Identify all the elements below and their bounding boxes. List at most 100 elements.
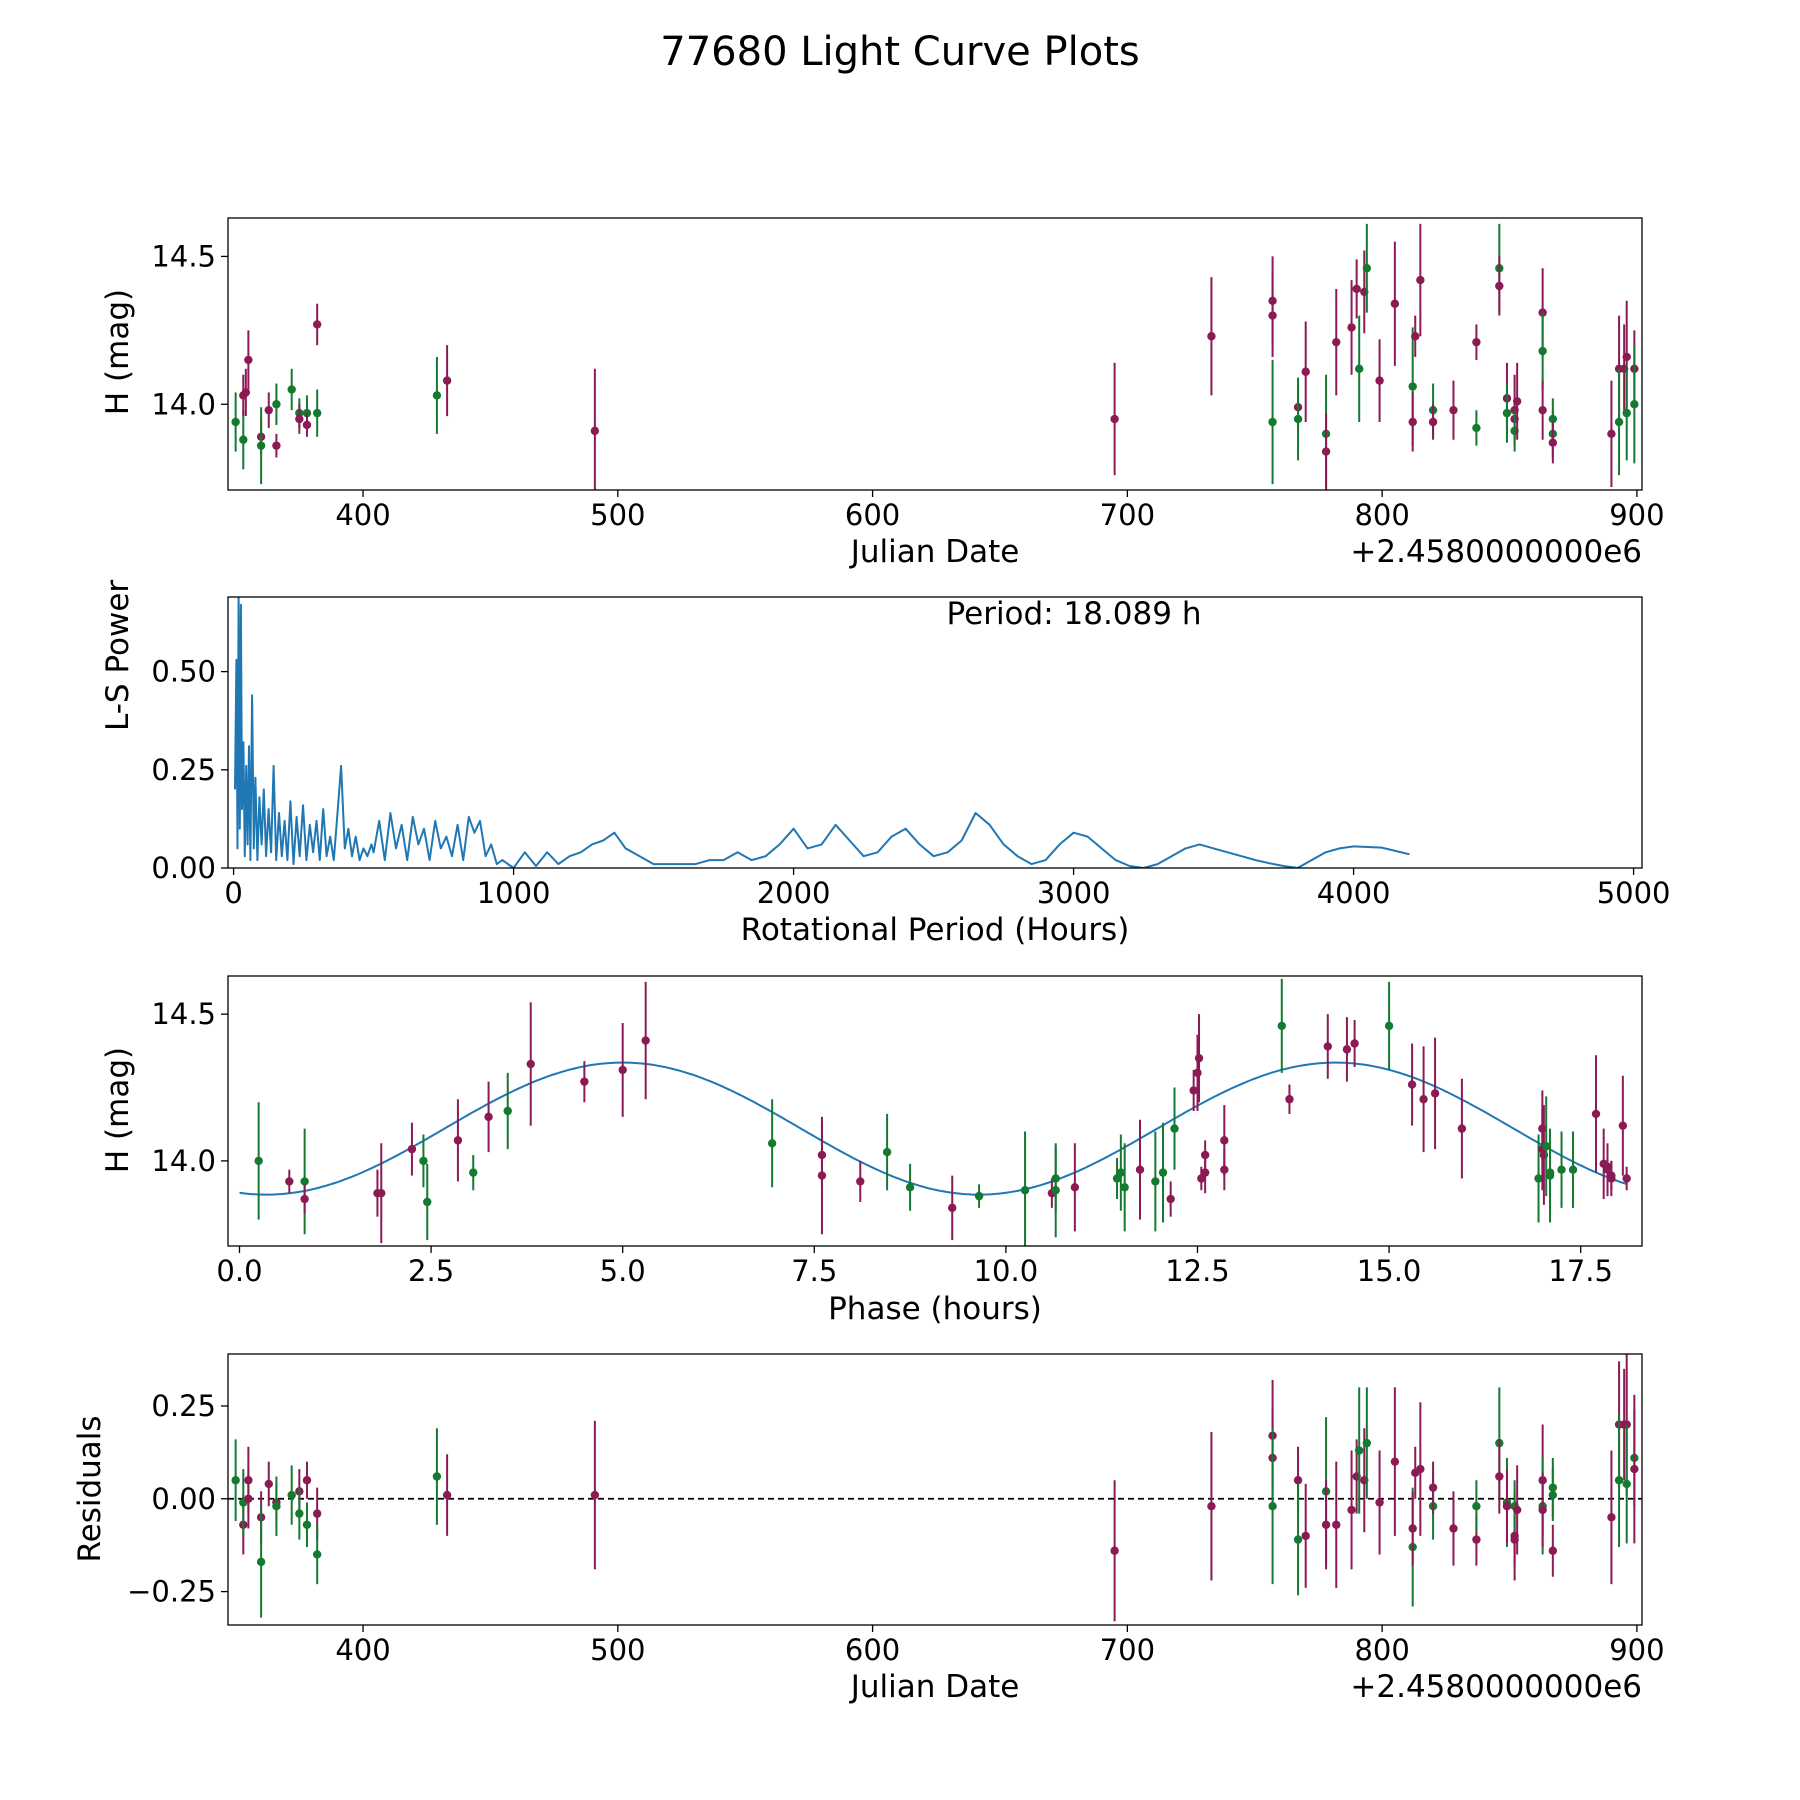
data-point [1618,1121,1628,1130]
lightcurve-axes-frame [227,217,1643,491]
phased-xlabel: Phase (hours) [828,1291,1042,1327]
data-point [1362,264,1372,273]
periodogram-ylabel: L-S Power [100,580,136,731]
y-tick-label: 0.50 [151,655,216,689]
periodogram-axes-frame [227,596,1643,869]
residuals-offset-text: +2.4580000000e6 [1350,1669,1642,1705]
data-point [1110,414,1119,424]
data-point [1502,408,1512,418]
data-point [1207,332,1216,341]
data-point [1268,1502,1277,1511]
data-point [1630,1464,1639,1474]
data-point [300,1194,309,1204]
phased-panel: H (mag) Phase (hours) 0.0 2.5 5.0 7.5 10.0 12… [100,975,1643,1327]
data-point [1457,1124,1467,1133]
periodogram-xlabel: Rotational Period (Hours) [741,912,1130,948]
data-point [1151,1177,1160,1186]
x-tick-label: 700 [1100,498,1155,532]
data-point [1408,382,1417,391]
data-point [580,1077,589,1086]
y-tick-label: 14.5 [151,997,216,1031]
data-point [1548,1546,1558,1555]
periodogram-line [234,597,1410,868]
data-point [1472,1535,1481,1544]
data-point [1390,299,1400,308]
data-point [1622,1174,1631,1183]
x-tick-label: 800 [1354,498,1409,532]
data-point [503,1106,512,1116]
data-point [231,417,240,427]
data-point [1355,364,1364,373]
data-point [272,1502,281,1511]
x-tick-label: 0 [224,876,242,910]
data-point [1408,417,1417,427]
x-tick-label: 3000 [1037,876,1111,910]
data-point [590,1490,600,1500]
data-point [1591,1109,1601,1119]
data-point [1321,1520,1331,1529]
data-point [1070,1183,1080,1192]
phased-axes-frame [227,975,1643,1247]
data-point [1416,1464,1425,1474]
data-point [974,1191,984,1201]
data-point [1051,1186,1060,1195]
data-point [1166,1194,1175,1204]
data-point [882,1147,892,1157]
x-tick-label: 800 [1354,1633,1409,1667]
data-point [1430,1089,1440,1098]
data-point [1293,414,1303,424]
data-point [1548,438,1558,447]
data-point [1538,346,1547,356]
data-point [1375,376,1384,385]
data-point [1120,1183,1129,1192]
data-point [1301,367,1310,376]
x-tick-label: 10.0 [974,1254,1039,1288]
x-tick-label: 600 [845,1633,900,1667]
data-point [1512,1505,1522,1515]
data-point [1170,1124,1179,1133]
y-tick-label: 0.25 [151,1389,216,1423]
data-point [1350,1039,1359,1048]
data-point [377,1188,386,1198]
data-point [1472,423,1481,433]
data-point [1323,1042,1332,1051]
data-point [312,408,322,418]
x-tick-label: 400 [335,1633,390,1667]
data-point [1502,1502,1512,1511]
data-point [1207,1502,1216,1511]
data-point [256,1557,266,1567]
x-tick-label: 500 [590,498,645,532]
y-tick-label: 14.0 [151,1144,216,1178]
x-tick-label: 7.5 [791,1254,837,1288]
data-point [1200,1168,1210,1177]
y-tick-label: 14.5 [151,239,216,273]
data-point [312,1550,322,1559]
data-point [1495,281,1504,291]
data-point [1607,1174,1616,1183]
data-point [1293,1535,1303,1544]
data-point [641,1036,650,1045]
data-point [287,1490,296,1500]
residuals-plot-area [228,1354,1642,1622]
data-point [432,1472,442,1481]
data-point [1411,332,1420,341]
data-point [1342,1045,1352,1054]
data-point [1390,1457,1400,1466]
data-point [1110,1546,1119,1555]
data-point [312,1509,322,1518]
data-point [1607,1513,1616,1522]
data-point [407,1144,417,1154]
residuals-xlabel: Julian Date [849,1669,1020,1705]
data-point [1428,1483,1438,1492]
data-point [1542,1142,1551,1151]
data-point [1268,311,1277,320]
data-point [1622,408,1631,418]
data-point [1548,1490,1558,1500]
x-tick-label: 2.5 [408,1254,454,1288]
x-tick-label: 4000 [1317,876,1391,910]
data-point [1419,1095,1428,1104]
data-point [1622,352,1631,362]
data-point [1285,1095,1294,1104]
data-point [1449,405,1458,415]
